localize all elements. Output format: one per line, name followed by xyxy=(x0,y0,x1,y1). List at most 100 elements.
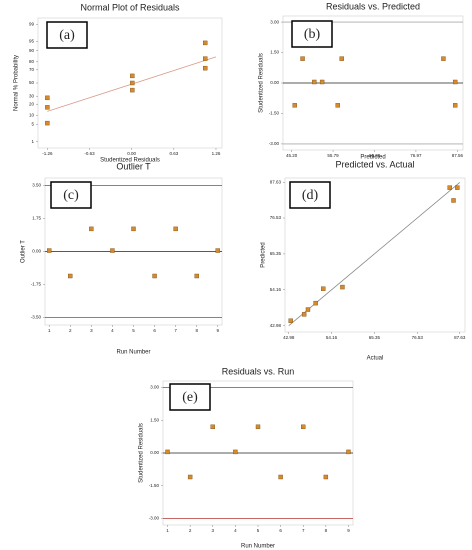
chart-title: Residuals vs. Predicted xyxy=(326,1,420,11)
x-tick-label: 76.97 xyxy=(410,153,422,158)
x-tick-label: -1.26 xyxy=(42,151,53,156)
x-tick-label: 3 xyxy=(212,528,215,533)
x-tick-label: 5 xyxy=(132,328,135,333)
panel: Residuals vs. Predicted Predicted Studenti… xyxy=(259,1,464,160)
y-axis-label: Studentized Residuals xyxy=(139,423,145,483)
point xyxy=(45,95,50,101)
x-tick-label: 87.56 xyxy=(452,153,464,158)
x-tick-label: 65.35 xyxy=(369,335,381,340)
chart-title: Outlier T xyxy=(116,161,151,171)
chart-title: Normal Plot of Residuals xyxy=(80,2,180,12)
point xyxy=(312,79,317,85)
point xyxy=(278,474,283,480)
y-tick-label: 5 xyxy=(31,122,34,127)
panel: Predicted vs. Actual Actual Predicted 42.98… xyxy=(261,159,466,361)
x-axis-label: Run Number xyxy=(241,544,275,550)
y-tick-label: 0.00 xyxy=(270,80,279,85)
x-tick-label: 76.53 xyxy=(412,335,424,340)
point xyxy=(45,105,50,110)
x-tick-label: 1.26 xyxy=(212,151,221,156)
x-tick-label: 55.79 xyxy=(327,153,339,158)
point xyxy=(305,307,311,312)
y-axis-label: Studentized Residuals xyxy=(259,53,265,113)
point xyxy=(323,474,329,480)
x-tick-label: 5 xyxy=(257,528,260,533)
point xyxy=(89,226,94,232)
panel-label-box xyxy=(291,20,333,48)
y-tick-label: 87.63 xyxy=(270,180,282,185)
x-tick-label: 54.16 xyxy=(326,335,338,340)
y-tick-label: -1.75 xyxy=(31,282,42,287)
point xyxy=(47,248,52,253)
x-tick-label: 42.98 xyxy=(283,335,295,340)
y-tick-label: 90 xyxy=(29,48,35,53)
point xyxy=(339,56,344,61)
point xyxy=(68,273,73,279)
panel-label-box xyxy=(46,21,88,49)
point xyxy=(130,87,135,93)
point xyxy=(152,273,157,279)
point xyxy=(321,286,326,291)
point xyxy=(441,56,446,61)
point xyxy=(165,449,170,455)
chart-title: Residuals vs. Run xyxy=(222,366,295,376)
x-tick-label: 4 xyxy=(234,528,237,533)
point xyxy=(110,248,115,253)
y-tick-label: 30 xyxy=(29,93,35,98)
x-tick-label: 7 xyxy=(174,328,177,333)
point xyxy=(130,73,135,79)
x-tick-label: 2 xyxy=(189,528,192,533)
point xyxy=(300,56,305,61)
panel-label-box xyxy=(169,383,211,411)
y-tick-label: 3.00 xyxy=(150,385,159,390)
panel-label: (b) xyxy=(304,27,321,42)
y-tick-label: -3.00 xyxy=(269,141,280,146)
point xyxy=(187,474,193,480)
x-tick-label: 0.63 xyxy=(169,151,178,156)
y-tick-label: -1.50 xyxy=(149,483,160,488)
point xyxy=(173,226,178,232)
x-axis-label: Predicted xyxy=(360,155,385,161)
y-tick-label: 1.50 xyxy=(270,50,279,55)
y-tick-label: 20 xyxy=(29,101,35,106)
x-tick-label: 8 xyxy=(325,528,328,533)
point xyxy=(452,103,458,108)
point xyxy=(292,103,297,108)
y-tick-label: 1.75 xyxy=(32,216,41,221)
point xyxy=(319,79,325,85)
y-axis-label: Outlier T xyxy=(21,240,27,263)
point xyxy=(130,80,135,86)
y-tick-label: 95 xyxy=(29,39,35,44)
point xyxy=(455,185,460,190)
y-tick-label: 3.00 xyxy=(270,19,279,24)
x-tick-label: 66.38 xyxy=(369,153,381,158)
point xyxy=(451,198,456,203)
x-tick-label: 4 xyxy=(111,328,114,333)
y-tick-label: 1.50 xyxy=(150,417,159,422)
panel-label-box xyxy=(50,181,92,209)
panel: Residuals vs. Run Run Number Studentized R… xyxy=(139,366,354,550)
x-tick-label: 1 xyxy=(166,528,169,533)
point xyxy=(45,120,50,126)
x-tick-label: 7 xyxy=(302,528,305,533)
panel-label-box xyxy=(289,181,331,209)
y-tick-label: 3.50 xyxy=(32,183,41,188)
x-tick-label: 9 xyxy=(347,528,350,533)
point xyxy=(203,40,208,46)
point xyxy=(203,65,208,71)
point xyxy=(447,185,452,190)
x-tick-label: 8 xyxy=(195,328,198,333)
x-tick-label: 87.63 xyxy=(454,335,466,340)
x-tick-label: 3 xyxy=(90,328,93,333)
y-tick-label: 0.00 xyxy=(150,450,159,455)
y-tick-label: 80 xyxy=(29,59,35,64)
x-tick-label: 6 xyxy=(279,528,282,533)
x-axis-label: Run Number xyxy=(116,350,150,356)
x-tick-label: 45.20 xyxy=(286,153,298,158)
panel: Outlier T Run Number Outlier T 1 2 3 4 5 6 7 8 9 -3.… xyxy=(21,161,223,356)
point xyxy=(288,318,293,323)
point xyxy=(203,56,208,61)
plot-frame xyxy=(284,177,466,333)
point xyxy=(335,103,340,108)
x-axis-label: Studentized Residuals xyxy=(100,158,160,164)
